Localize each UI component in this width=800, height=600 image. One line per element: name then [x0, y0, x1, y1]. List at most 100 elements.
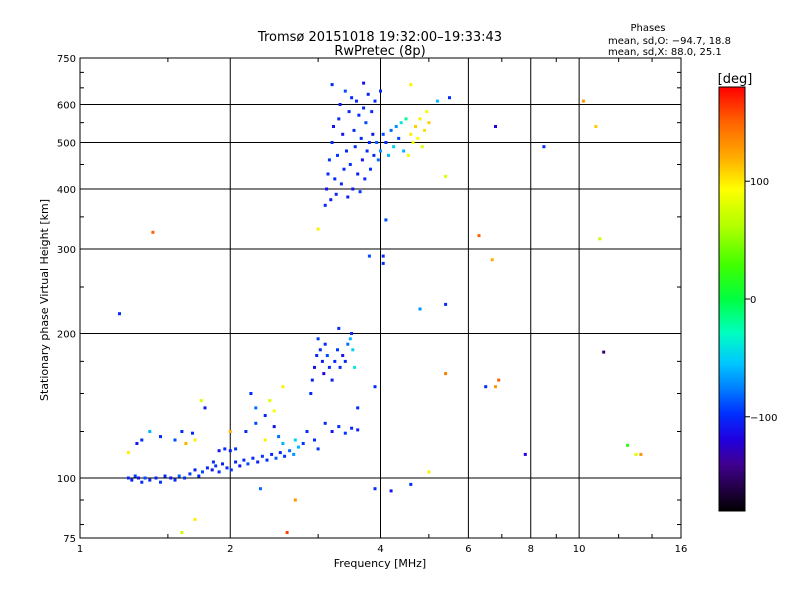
data-point: [173, 478, 177, 482]
data-point: [336, 153, 339, 157]
data-point: [249, 392, 253, 395]
data-point: [180, 430, 184, 433]
data-point: [350, 332, 354, 335]
data-point: [193, 517, 197, 521]
data-point: [325, 187, 329, 191]
colorbar-unit-label: [deg]: [718, 72, 753, 87]
data-point: [384, 141, 388, 144]
title-line-1: Tromsø 20151018 19:32:00–19:33:43: [257, 30, 502, 45]
data-point: [322, 372, 326, 376]
data-point: [313, 365, 316, 369]
data-point: [381, 261, 385, 265]
data-point: [427, 121, 431, 125]
data-point: [118, 312, 121, 316]
data-point: [288, 449, 292, 453]
data-point: [350, 96, 354, 100]
data-point: [359, 136, 363, 140]
data-point: [193, 468, 197, 472]
data-point: [140, 480, 144, 484]
data-point: [411, 141, 415, 144]
data-point: [626, 443, 629, 447]
data-point: [323, 203, 327, 207]
phases-o-mode-stats: mean, sd,O: −94.7, 18.8: [608, 36, 731, 47]
data-points: [118, 81, 643, 534]
data-point: [263, 438, 267, 442]
data-point: [326, 172, 330, 176]
data-point: [325, 354, 329, 357]
data-point: [404, 117, 408, 121]
data-point: [310, 378, 314, 382]
data-point: [177, 474, 181, 478]
data-point: [362, 81, 366, 85]
data-point: [375, 141, 379, 144]
data-point: [402, 149, 406, 153]
x-tick-label: 10: [573, 544, 586, 555]
data-point: [367, 254, 371, 258]
data-point: [183, 476, 187, 480]
data-point: [373, 385, 377, 389]
data-point: [370, 110, 374, 114]
data-point: [330, 430, 334, 433]
y-tick-label: 500: [57, 139, 76, 150]
y-axis-ticks: 75 100 200 300 400 500 600 750: [57, 54, 681, 545]
data-point: [425, 110, 429, 114]
data-point: [406, 153, 410, 157]
data-point: [379, 149, 382, 153]
grid-lines: [80, 58, 681, 538]
data-point: [381, 132, 385, 136]
data-point: [337, 326, 341, 330]
data-point: [254, 406, 258, 410]
data-point: [341, 354, 345, 357]
data-point: [327, 158, 331, 162]
data-point: [251, 456, 255, 460]
data-point: [246, 462, 250, 466]
data-point: [316, 337, 320, 341]
data-point: [358, 190, 362, 194]
data-point: [229, 468, 233, 472]
data-point: [355, 99, 358, 103]
data-point: [338, 103, 342, 106]
data-point: [330, 378, 334, 382]
data-point: [169, 476, 173, 480]
data-point: [366, 92, 370, 96]
data-point: [228, 430, 232, 433]
data-point: [634, 452, 638, 456]
colorbar-tick-label: −100: [750, 413, 777, 424]
data-point: [316, 447, 320, 451]
data-point: [234, 460, 238, 464]
data-point: [351, 187, 355, 191]
data-point: [191, 431, 194, 435]
data-point: [494, 385, 497, 389]
colorbar-tick-label: 0: [750, 295, 756, 306]
data-point: [305, 430, 309, 433]
data-point: [211, 460, 215, 464]
data-point: [323, 421, 327, 425]
data-point: [297, 445, 300, 449]
data-point: [598, 237, 602, 241]
data-point: [337, 425, 341, 429]
data-point: [159, 480, 162, 484]
data-point: [343, 431, 347, 435]
data-point: [397, 136, 401, 140]
title-line-2: RwPretec (8p): [334, 44, 425, 59]
y-tick-label: 100: [57, 474, 76, 485]
data-point: [263, 414, 267, 417]
data-point: [394, 125, 398, 128]
data-point: [336, 348, 339, 352]
data-point: [274, 456, 278, 460]
data-point: [337, 117, 341, 121]
y-tick-label: 200: [57, 330, 76, 341]
data-point: [348, 337, 352, 341]
data-point: [497, 378, 501, 382]
data-point: [201, 470, 204, 474]
x-axis-ticks: 1 2 4 6 8 10 16: [77, 58, 687, 555]
y-axis-label: Stationary phase Virtual Height [km]: [38, 199, 51, 401]
data-point: [180, 531, 184, 534]
data-point: [315, 354, 319, 357]
data-point: [356, 406, 360, 410]
data-point: [347, 110, 351, 114]
data-point: [376, 158, 380, 162]
data-point: [350, 426, 354, 430]
data-point: [154, 476, 158, 480]
